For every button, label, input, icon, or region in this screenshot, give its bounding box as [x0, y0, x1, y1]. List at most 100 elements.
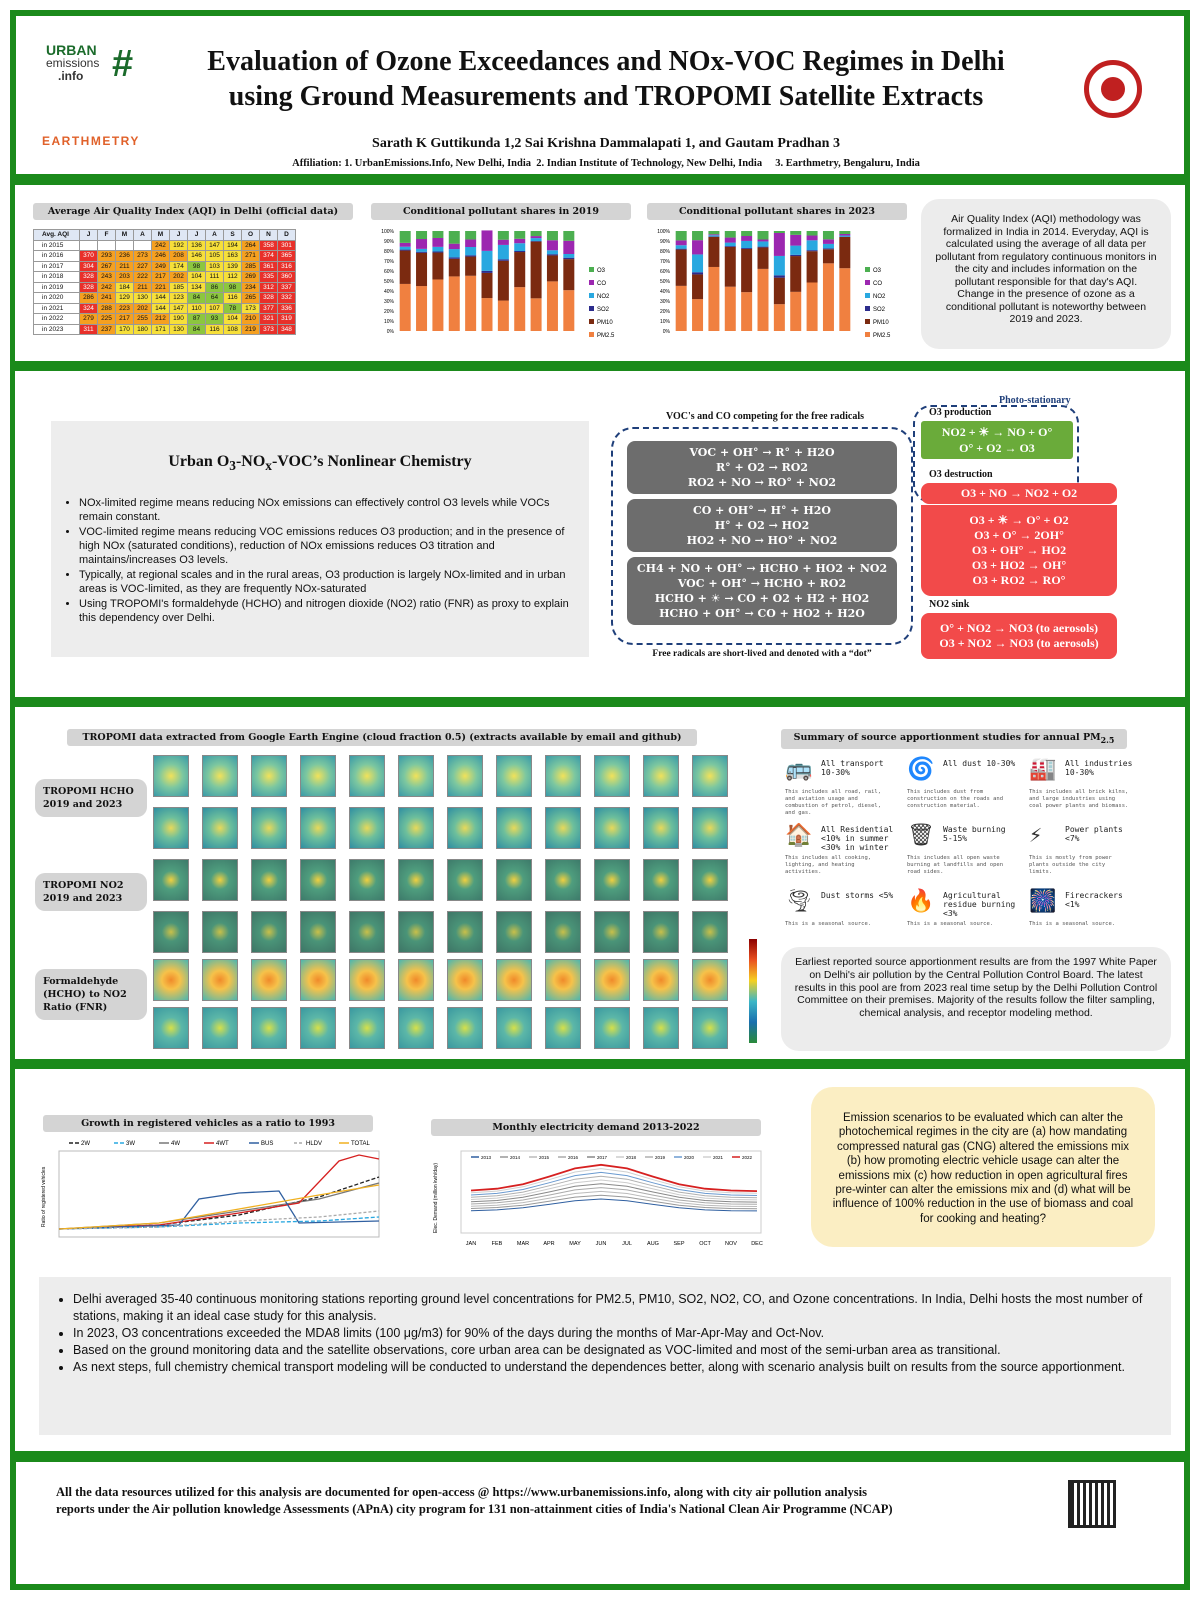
aqi-row-label: in 2021 [33, 302, 80, 314]
legend-label: CO [597, 281, 606, 287]
aqi-cell: 147 [169, 302, 188, 314]
aqi-cell: 269 [241, 271, 260, 283]
source-app-item-desc: This includes dust from construction on … [907, 789, 1004, 809]
bar-segment [514, 231, 526, 239]
bar-segment [839, 236, 851, 269]
firecracker-icon: 🎆 [1029, 889, 1057, 914]
bar-segment [432, 279, 444, 331]
conclusion-item: In 2023, O3 concentrations exceeded the … [73, 1325, 1153, 1342]
free-radicals-note: Free radicals are short-lived and denote… [652, 649, 872, 659]
aqi-row: in 2019 328 242 184 211 221 185 134 86 98 234 312 33… [33, 281, 296, 293]
legend-label: 3W [126, 1141, 135, 1147]
bar-segment [773, 231, 785, 233]
scenarios-note: Emission scenarios to be evaluated which… [811, 1087, 1155, 1247]
aqi-cell [97, 239, 116, 251]
bus-icon: 🚌 [785, 757, 813, 782]
legend-swatch [589, 267, 594, 272]
tropomi-map-tile [545, 1007, 581, 1049]
tropomi-map-tile [447, 755, 483, 797]
tropomi-map-tile [643, 859, 679, 901]
tropomi-map-tile [349, 755, 385, 797]
tropomi-map-tile [692, 911, 728, 953]
legend-label: CO [873, 281, 882, 287]
reaction: O3 + ☀ → O° + O2 [969, 513, 1069, 527]
aqi-cell: 249 [151, 260, 170, 272]
bar-segment [416, 286, 428, 331]
aqi-cell: 271 [241, 250, 260, 262]
aqi-cell: 112 [223, 271, 242, 283]
y-tick-label: 100% [381, 229, 394, 235]
y-tick-label: 10% [660, 319, 671, 325]
reaction: HCHO + ☀ → CO + O2 + H2 + HO2 [654, 592, 870, 605]
bar-segment [416, 252, 428, 287]
aqi-cell: 104 [187, 271, 206, 283]
series-line [470, 1179, 758, 1201]
bar-segment [724, 231, 736, 238]
tropomi-map-tile [202, 1007, 238, 1049]
legend-label: PM2.5 [873, 333, 891, 339]
reaction: VOC + OH° → HCHO + RO2 [677, 577, 847, 590]
tropomi-map-tile [447, 1007, 483, 1049]
bar-segment [790, 254, 802, 257]
bar-segment [399, 249, 411, 251]
aqi-cell: 104 [223, 313, 242, 325]
plot-area [58, 1150, 380, 1238]
reaction: HCHO + OH° → CO + HO2 + H2O [659, 607, 865, 620]
source-app-item-desc: This is mostly from power plants outside… [1029, 855, 1112, 875]
y-tick-label: 40% [660, 289, 671, 295]
aqi-header-cell: A [133, 229, 152, 241]
bar-segment [822, 248, 834, 250]
tropomi-map-tile [545, 755, 581, 797]
duststorm-icon: 🌪 [785, 889, 813, 914]
legend-label: 2019 [655, 1155, 666, 1160]
aqi-cell: 217 [151, 271, 170, 283]
aqi-cell: 130 [169, 323, 188, 335]
aqi-cell: 192 [169, 239, 188, 251]
bar-segment [563, 253, 575, 258]
aqi-row: in 2021 324 288 223 202 144 147 110 107 78 173 377 3… [33, 302, 296, 314]
bar-segment [465, 275, 477, 331]
aqi-row: in 2017 304 267 211 227 249 174 98 103 139 285 361 3… [33, 260, 296, 272]
aqi-header-cell: J [79, 229, 98, 241]
aqi-cell: 255 [133, 313, 152, 325]
aqi-cell: 103 [205, 260, 224, 272]
aqi-header-cell: D [277, 229, 296, 241]
aqi-cell: 171 [151, 323, 170, 335]
legend-label: 4WT [216, 1141, 229, 1147]
bar-segment [773, 275, 785, 278]
legend-label: NO2 [873, 294, 886, 300]
bar-segment [514, 287, 526, 331]
y-axis-label: Elec. Demand (million kwh/day) [433, 1163, 439, 1233]
chemistry-bullet: Typically, at regional scales and in the… [79, 568, 571, 596]
series-line [470, 1168, 758, 1194]
reaction: CH4 + NO + OH° → HCHO + HO2 + NO2 [636, 562, 888, 575]
chart-2023-title: Conditional pollutant shares in 2023 [647, 203, 907, 220]
aqi-cell: 358 [259, 239, 278, 251]
logo-info-text: .info [58, 69, 84, 83]
aqi-cell: 116 [223, 292, 242, 304]
bar-segment [563, 240, 575, 254]
bar-segment [416, 248, 428, 252]
aqi-cell: 219 [241, 323, 260, 335]
bar-segment [465, 256, 477, 276]
electricity-chart: Elec. Demand (million kwh/day) JAN FEB MAR A… [433, 1150, 763, 1247]
bar-segment [416, 239, 428, 249]
y-tick-label: 80% [384, 249, 395, 255]
series-line [58, 1210, 380, 1230]
bar-segment [839, 235, 851, 237]
bar-segment [481, 272, 493, 299]
bar-segment [822, 243, 834, 249]
reaction: O3 + OH° → HO2 [971, 543, 1067, 557]
bar-segment [757, 246, 769, 248]
tropomi-map-tile [251, 755, 287, 797]
voc-reaction-box: VOC + OH° → R° + H2O R° + O2 → RO2 RO2 +… [627, 441, 897, 494]
title-line-2: using Ground Measurements and TROPOMI Sa… [228, 81, 984, 112]
x-tick-label: MAR [517, 1241, 529, 1247]
tropomi-map-tile [496, 911, 532, 953]
bar-segment [465, 246, 477, 256]
legend-swatch [865, 319, 870, 324]
aqi-row: in 2022 279 225 217 255 212 190 87 93 104 210 321 31… [33, 313, 296, 325]
aqi-cell: 288 [97, 302, 116, 314]
aqi-cell: 377 [259, 302, 278, 314]
aqi-cell: 86 [205, 281, 224, 293]
